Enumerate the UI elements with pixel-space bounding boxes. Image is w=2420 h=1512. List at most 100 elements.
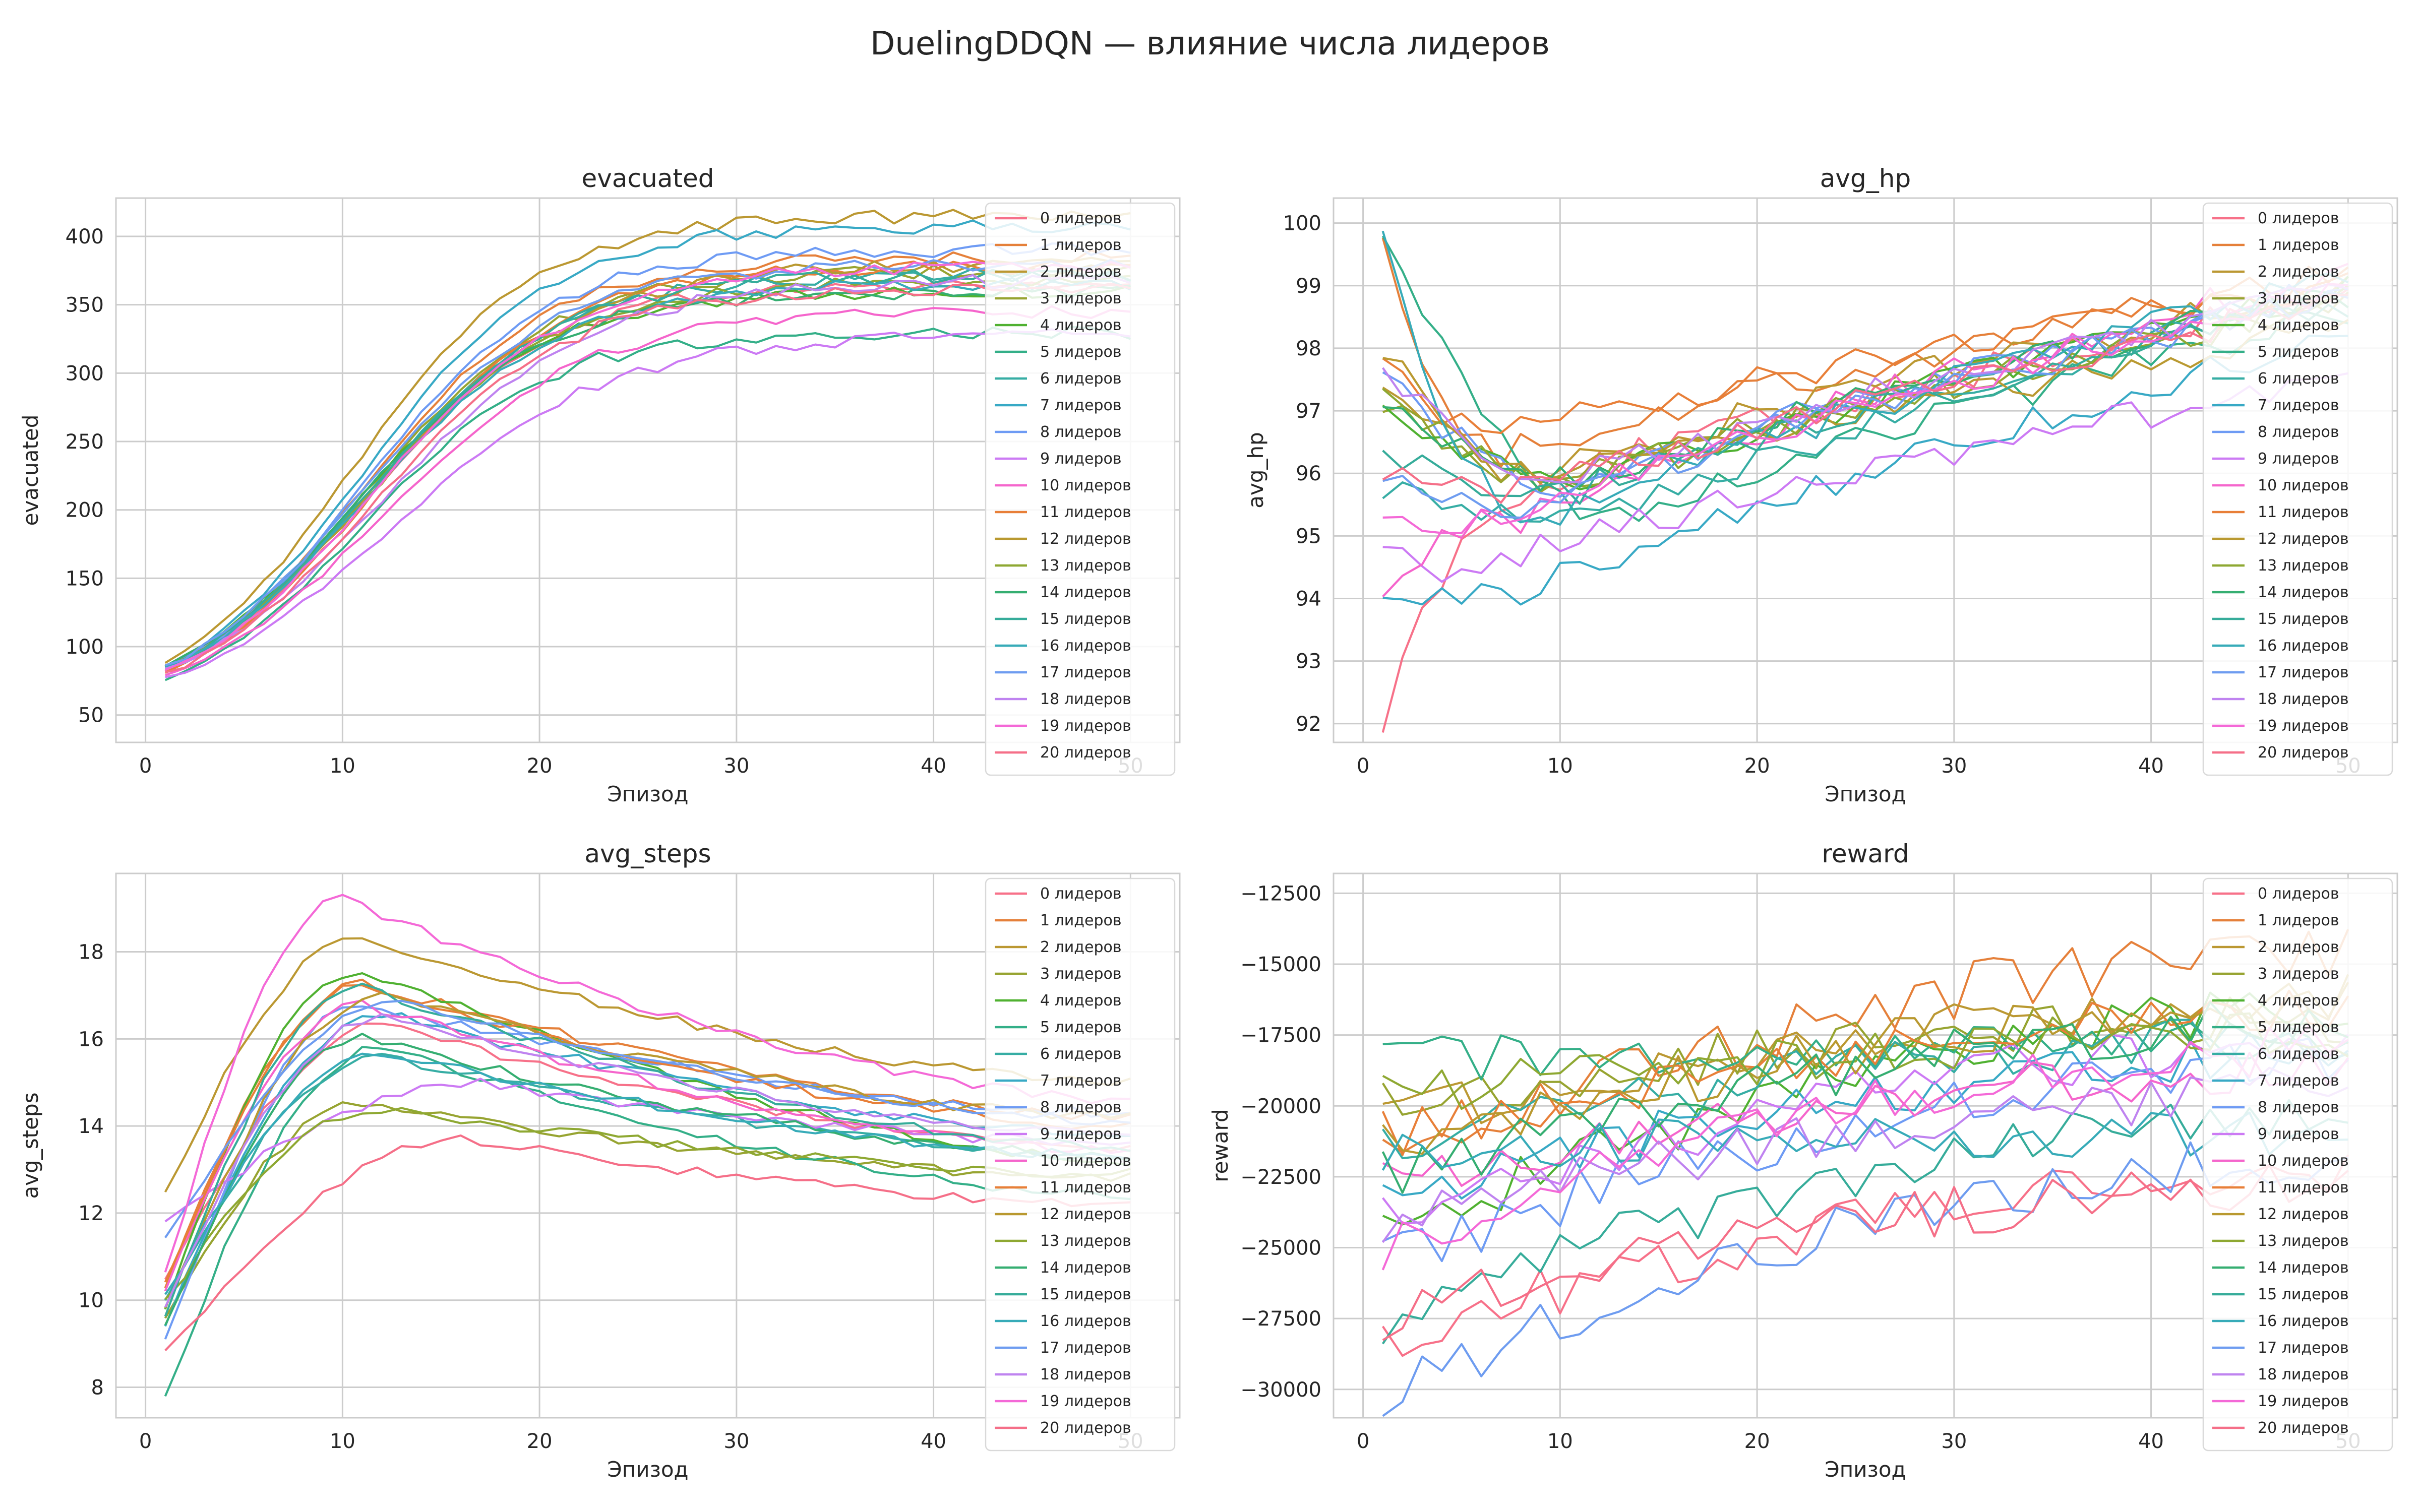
legend-entry: 10 лидеров: [1040, 1152, 1131, 1170]
subplot-evacuated: evacuated0102030405050100150200250300350…: [18, 164, 1181, 806]
legend-entry: 8 лидеров: [2258, 423, 2339, 441]
legend-entry: 10 лидеров: [1040, 477, 1131, 494]
x-axis-label: Эпизод: [607, 1457, 688, 1482]
legend-entry: 12 лидеров: [1040, 530, 1131, 548]
y-tick-label: 10: [78, 1289, 104, 1312]
x-tick-label: 10: [1547, 754, 1573, 778]
legend-entry: 3 лидеров: [1040, 965, 1122, 983]
series-line-6: [164, 1052, 1131, 1301]
y-tick-label: 96: [1296, 462, 1321, 485]
subplot-avg_hp: avg_hp010203040509293949596979899100Эпиз…: [1243, 164, 2398, 806]
y-tick-label: 94: [1296, 587, 1321, 610]
series-lines: [1381, 929, 2349, 1417]
series-line-16: [1381, 230, 2349, 526]
x-tick-label: 40: [921, 1430, 946, 1453]
legend-entry: 19 лидеров: [1040, 717, 1131, 735]
axes-frame: [1333, 197, 2398, 743]
legend-entry: 11 лидеров: [1040, 503, 1131, 521]
legend-entry: 5 лидеров: [2258, 343, 2339, 361]
legend-entry: 19 лидеров: [2258, 1393, 2349, 1410]
axes-frame: [1333, 872, 2398, 1419]
series-line-9: [165, 328, 1131, 678]
y-axis-label: avg_steps: [18, 1093, 43, 1199]
legend-entry: 11 лидеров: [2258, 503, 2349, 521]
legend-entry: 11 лидеров: [1040, 1179, 1131, 1196]
legend-entry: 15 лидеров: [1040, 1286, 1131, 1303]
axes-frame: [115, 197, 1181, 743]
y-tick-label: 97: [1296, 400, 1321, 423]
legend-entry: 20 лидеров: [2258, 1419, 2349, 1437]
legend-entry: 8 лидеров: [1040, 1099, 1122, 1116]
series-line-19: [164, 261, 1131, 671]
legend-entry: 14 лидеров: [1040, 1259, 1131, 1277]
legend-entry: 2 лидеров: [2258, 263, 2339, 281]
legend-entry: 16 лидеров: [1040, 1312, 1131, 1330]
series-line-20: [1382, 1164, 2349, 1341]
legend-entry: 2 лидеров: [1040, 938, 1122, 956]
x-tick-label: 10: [330, 754, 355, 778]
y-tick-label: 95: [1296, 525, 1321, 548]
y-tick-label: 92: [1296, 713, 1321, 736]
legend-entry: 13 лидеров: [2258, 557, 2349, 575]
legend-entry: 10 лидеров: [2258, 477, 2349, 494]
series-line-10: [165, 305, 1131, 676]
legend-entry: 5 лидеров: [2258, 1019, 2339, 1036]
y-tick-label: 100: [66, 636, 104, 659]
legend-entry: 18 лидеров: [2258, 690, 2349, 708]
x-tick-label: 40: [2138, 754, 2164, 778]
series-line-14: [1381, 1001, 2349, 1194]
legend-entry: 17 лидеров: [2258, 1339, 2349, 1357]
series-line-7: [164, 219, 1131, 668]
x-axis-label: Эпизод: [607, 782, 688, 806]
y-axis-label: reward: [1208, 1109, 1233, 1182]
x-tick-label: 30: [1941, 754, 1967, 778]
legend: 0 лидеров 1 лидеров 2 лидеров 3 лидеров 4 ли…: [985, 877, 1176, 1452]
series-line-14: [164, 1033, 1131, 1326]
y-tick-label: 12: [78, 1202, 104, 1225]
legend-entry: 2 лидеров: [2258, 938, 2339, 956]
y-tick-label: −12500: [1240, 882, 1321, 905]
legend-entry: 18 лидеров: [2258, 1366, 2349, 1383]
y-tick-label: 400: [66, 225, 104, 248]
series-line-5: [164, 326, 1131, 681]
legend-entry: 6 лидеров: [2258, 370, 2339, 388]
y-tick-label: 100: [1283, 212, 1321, 235]
legend-entry: 1 лидеров: [1040, 236, 1122, 254]
y-tick-label: 93: [1296, 650, 1321, 673]
legend-entry: 1 лидеров: [2258, 912, 2339, 929]
series-line-5: [164, 1046, 1131, 1397]
series-line-2: [164, 209, 1131, 664]
legend-entry: 4 лидеров: [1040, 992, 1122, 1010]
plot-title: reward: [1822, 839, 1909, 868]
legend-entry: 3 лидеров: [2258, 965, 2339, 983]
legend-entry: 17 лидеров: [2258, 664, 2349, 681]
legend-box: [985, 877, 1176, 1452]
x-tick-label: 40: [2138, 1430, 2164, 1453]
y-tick-label: 8: [91, 1376, 104, 1400]
x-tick-label: 0: [1357, 754, 1369, 778]
x-tick-label: 0: [139, 1430, 152, 1453]
series-line-13: [164, 1107, 1131, 1300]
legend-entry: 4 лидеров: [1040, 317, 1122, 334]
x-tick-label: 30: [723, 1430, 749, 1453]
axes-frame: [115, 872, 1181, 1419]
x-tick-label: 0: [139, 754, 152, 778]
legend-entry: 18 лидеров: [1040, 690, 1131, 708]
series-line-19: [1382, 283, 2348, 534]
y-tick-label: −25000: [1240, 1237, 1321, 1260]
legend-entry: 7 лидеров: [1040, 1072, 1122, 1090]
legend-entry: 14 лидеров: [2258, 1259, 2349, 1277]
series-line-1: [1382, 929, 2349, 1154]
y-tick-label: 350: [66, 294, 104, 317]
series-line-10: [1382, 1050, 2349, 1187]
legend-entry: 20 лидеров: [1040, 744, 1131, 762]
series-lines: [164, 209, 1131, 681]
legend-entry: 0 лидеров: [1040, 885, 1122, 903]
legend-entry: 3 лидеров: [1040, 290, 1122, 307]
series-line-2: [164, 937, 1131, 1193]
y-tick-label: −15000: [1240, 953, 1321, 976]
figure-title: DuelingDDQN — влияние числа лидеров: [870, 25, 1550, 62]
series-line-18: [1381, 1066, 2349, 1243]
legend-entry: 14 лидеров: [2258, 584, 2349, 601]
legend-entry: 16 лидеров: [2258, 637, 2349, 655]
